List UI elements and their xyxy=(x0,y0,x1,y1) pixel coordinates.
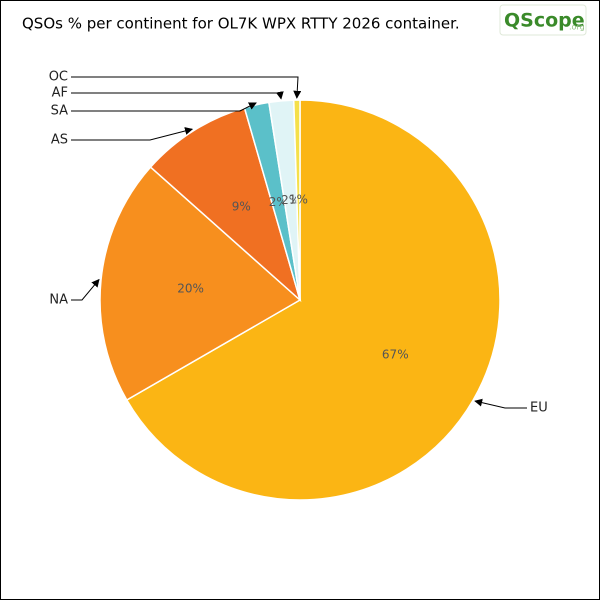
leader-line xyxy=(71,278,100,301)
slice-label: 2% xyxy=(269,195,288,209)
logo-box xyxy=(499,4,587,36)
logo-suffix: .org xyxy=(569,23,585,32)
category-label: EU xyxy=(530,401,548,416)
pie-slice xyxy=(99,166,302,402)
leader-line xyxy=(71,76,302,99)
pie-slice xyxy=(125,99,501,501)
slice-label: 1% xyxy=(289,193,308,207)
slice-label: 67% xyxy=(382,348,409,362)
leader-line xyxy=(71,91,284,100)
chart-title: QSOs % per continent for OL7K WPX RTTY 2… xyxy=(22,15,460,33)
slice-label: 9% xyxy=(232,199,251,213)
slice-label: 2% xyxy=(281,193,300,207)
category-label: AF xyxy=(52,86,68,101)
pie-slice xyxy=(149,106,302,303)
slice-label: 20% xyxy=(177,281,204,295)
category-label: NA xyxy=(49,293,68,308)
leader-line xyxy=(71,102,257,112)
logo-text: QScope xyxy=(504,10,585,32)
pie-slice xyxy=(292,99,301,301)
leader-line xyxy=(71,127,194,141)
leader-line xyxy=(474,398,527,409)
category-label: AS xyxy=(51,133,68,148)
category-label: SA xyxy=(51,104,68,119)
category-label: OC xyxy=(49,70,68,85)
